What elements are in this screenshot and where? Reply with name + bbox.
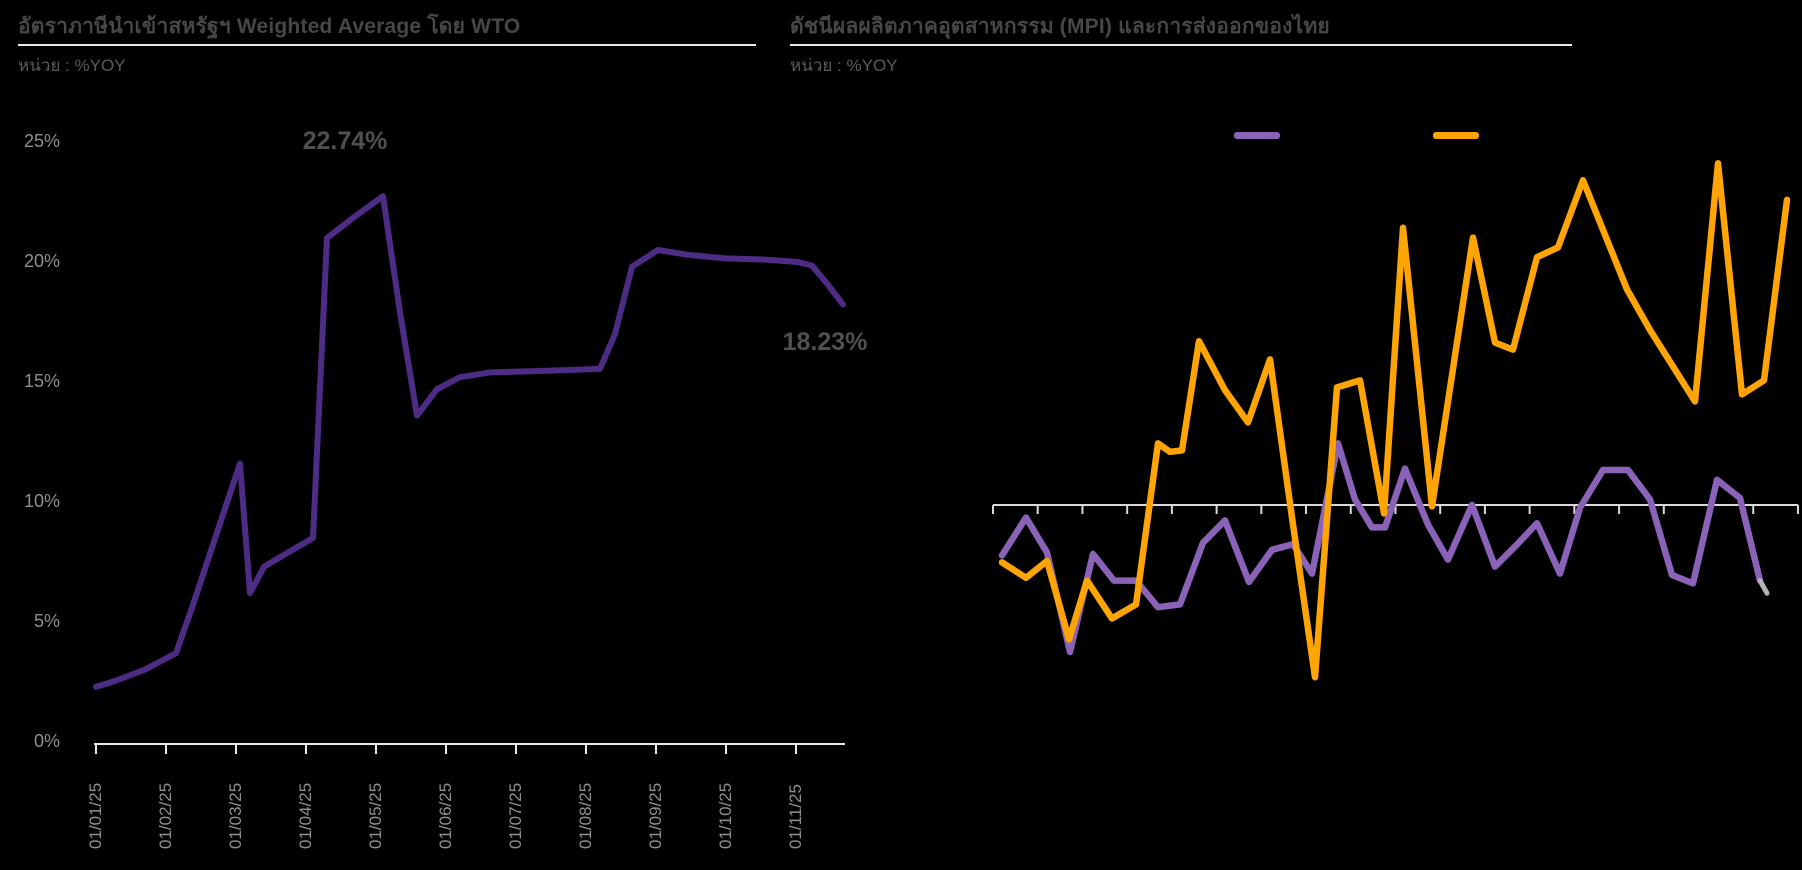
left-chart-unit-label: หน่วย : %YOY bbox=[18, 56, 126, 75]
right-chart-title: ดัชนีผลผลิตภาคอุตสาหกรรม (MPI) และการส่ง… bbox=[790, 15, 1330, 38]
tariff-y-tick-label: 20% bbox=[23, 251, 60, 271]
left-chart-title: อัตราภาษีนำเข้าสหรัฐฯ Weighted Average โ… bbox=[18, 15, 521, 38]
mpi_exports-series-mpi-last-segment-gray-tail- bbox=[1757, 578, 1770, 596]
mpi_exports-series-mpi bbox=[998, 440, 1764, 656]
tariff-y-tick-label: 5% bbox=[33, 611, 60, 631]
latest-value-annotation: 18.23% bbox=[782, 328, 868, 356]
tariff-x-tick-label: 01/10/25 bbox=[716, 782, 735, 849]
mpi_exports-series--exports- bbox=[998, 160, 1791, 681]
tariff-y-tick-label: 10% bbox=[23, 491, 60, 511]
legend-exports-swatch bbox=[1433, 132, 1479, 139]
tariff-y-tick-label: 25% bbox=[23, 131, 60, 151]
peak-value-annotation: 22.74% bbox=[302, 127, 388, 155]
left-title-underline bbox=[18, 44, 756, 46]
tariff-x-tick-label: 01/03/25 bbox=[226, 782, 245, 849]
legend-mpi-swatch bbox=[1234, 132, 1280, 139]
tariff-x-tick-label: 01/02/25 bbox=[156, 782, 175, 849]
tariff-x-tick-label: 01/09/25 bbox=[646, 782, 665, 849]
tariff-x-tick-label: 01/07/25 bbox=[506, 782, 525, 849]
tariff-x-tick-label: 01/06/25 bbox=[436, 782, 455, 849]
right-chart-unit-label: หน่วย : %YOY bbox=[790, 56, 898, 75]
tariff-x-tick-label: 01/04/25 bbox=[296, 782, 315, 849]
tariff-y-tick-label: 15% bbox=[23, 371, 60, 391]
tariff-x-tick-label: 01/08/25 bbox=[576, 782, 595, 849]
tariff-x-tick-label: 01/11/25 bbox=[786, 784, 805, 849]
tariff-series-us-import-tariff-weighted-average-wto- bbox=[93, 193, 846, 690]
tariff-x-tick-label: 01/01/25 bbox=[86, 782, 105, 849]
right-title-underline bbox=[790, 44, 1572, 46]
tariff-y-tick-label: 0% bbox=[33, 731, 60, 751]
tariff-x-tick-label: 01/05/25 bbox=[366, 782, 385, 849]
